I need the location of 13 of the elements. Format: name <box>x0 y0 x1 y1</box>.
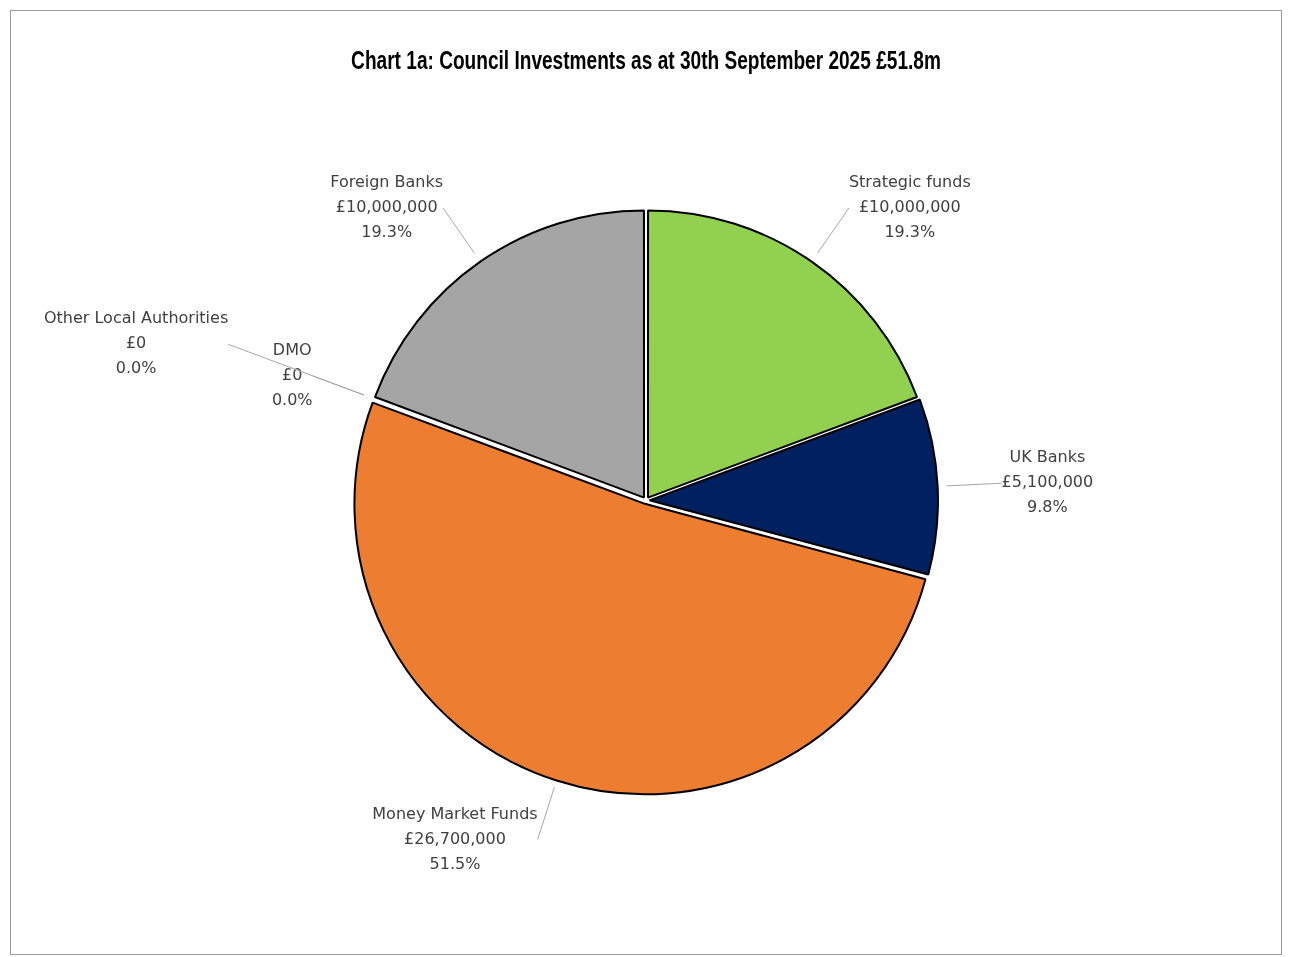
data-label: £26,700,000 51.5% <box>404 828 506 873</box>
text: £0 0.0% <box>271 364 313 409</box>
text: £0 0.0% <box>115 333 157 378</box>
category-label: Other Local Authorities <box>43 308 229 328</box>
slice-label: Money Market Funds <box>372 803 538 823</box>
data-label: £10,000,000 19.3% <box>858 197 961 242</box>
slice-label: UK Banks <box>1009 447 1086 467</box>
category-label: DMO <box>272 339 312 359</box>
data-label: £10,000,000 19.3% <box>335 197 438 242</box>
data-label: £5,100,000 9.8% <box>1001 472 1094 517</box>
slice-label: Foreign Banks <box>330 172 444 192</box>
slice-label: Strategic funds <box>848 172 971 192</box>
chart-title: Chart 1a: Council Investments as at 30th September 2025 £51.8m <box>351 46 941 75</box>
